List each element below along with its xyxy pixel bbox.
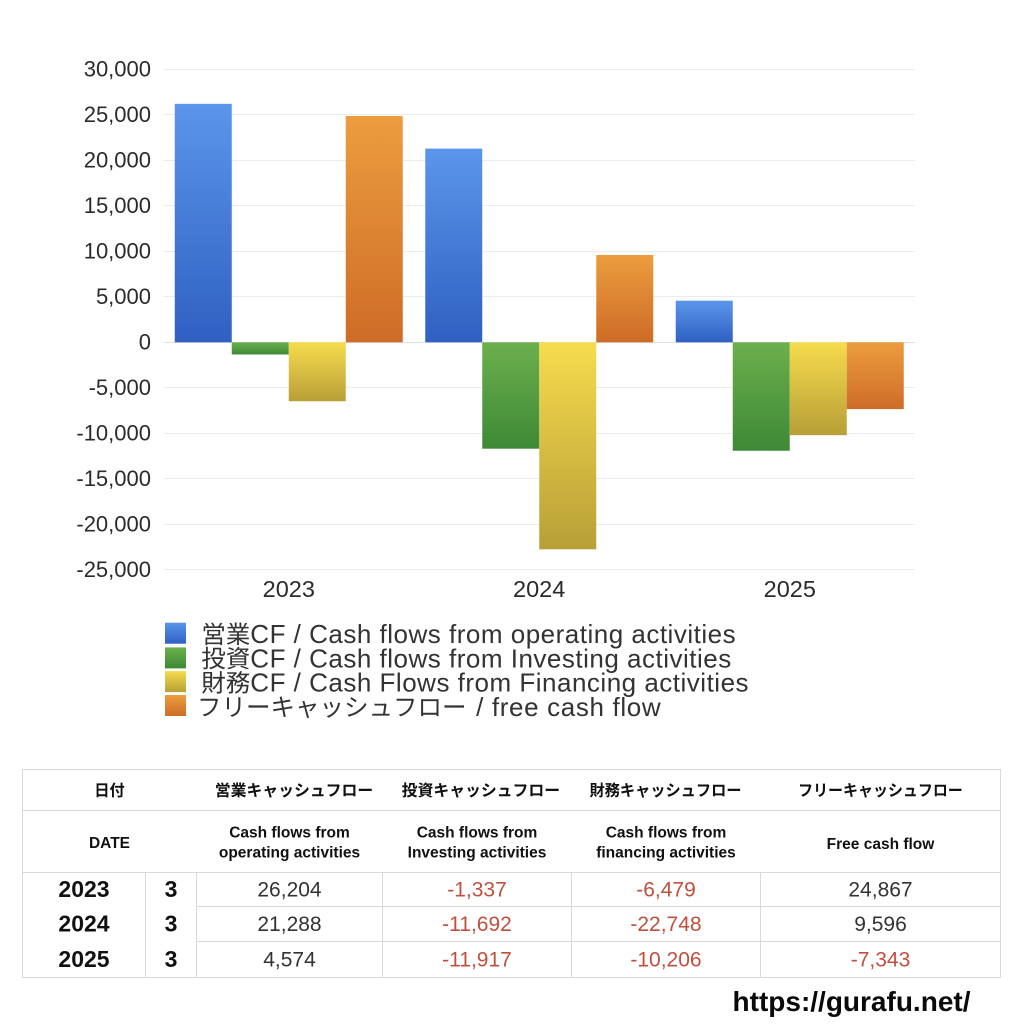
- svg-text:operating activities: operating activities: [219, 845, 360, 862]
- svg-text:-15,000: -15,000: [76, 466, 151, 491]
- svg-text:2023: 2023: [263, 576, 315, 602]
- svg-text:CF / Cash flows from Investing: CF / Cash flows from Investing activitie…: [250, 643, 731, 673]
- svg-text:-11,917: -11,917: [442, 949, 512, 972]
- svg-text:financing activities: financing activities: [596, 845, 736, 862]
- svg-text:2024: 2024: [513, 576, 565, 602]
- svg-text:/ free cash flow: / free cash flow: [476, 692, 661, 722]
- svg-text:Cash flows from: Cash flows from: [417, 825, 538, 842]
- svg-text:CF / Cash Flows from Financing: CF / Cash Flows from Financing activitie…: [250, 668, 749, 698]
- svg-text:25,000: 25,000: [84, 102, 151, 127]
- svg-text:Free cash flow: Free cash flow: [827, 836, 936, 853]
- svg-text:2024: 2024: [58, 911, 109, 937]
- svg-text:3: 3: [165, 876, 178, 902]
- svg-text:2023: 2023: [58, 876, 109, 902]
- svg-text:10,000: 10,000: [84, 238, 151, 263]
- svg-text:https://gurafu.net/: https://gurafu.net/: [733, 986, 971, 1017]
- svg-text:20,000: 20,000: [84, 147, 151, 172]
- svg-text:-1,337: -1,337: [447, 879, 507, 902]
- svg-text:15,000: 15,000: [84, 193, 151, 218]
- svg-text:-6,479: -6,479: [636, 879, 696, 902]
- svg-text:3: 3: [165, 911, 178, 937]
- svg-text:-22,748: -22,748: [630, 913, 701, 936]
- svg-text:Cash flows from: Cash flows from: [229, 825, 350, 842]
- svg-text:5,000: 5,000: [96, 284, 151, 309]
- svg-text:2025: 2025: [764, 576, 816, 602]
- svg-text:3: 3: [165, 946, 178, 972]
- svg-text:-10,206: -10,206: [630, 949, 701, 972]
- svg-text:-25,000: -25,000: [76, 557, 151, 582]
- svg-text:Cash flows from: Cash flows from: [606, 825, 727, 842]
- svg-text:-7,343: -7,343: [851, 949, 911, 972]
- svg-text:24,867: 24,867: [848, 879, 912, 902]
- svg-text:0: 0: [139, 329, 151, 354]
- svg-text:DATE: DATE: [89, 835, 130, 852]
- svg-text:-11,692: -11,692: [442, 913, 512, 936]
- svg-text:-10,000: -10,000: [76, 420, 151, 445]
- svg-text:CF / Cash flows from operating: CF / Cash flows from operating activitie…: [250, 619, 736, 649]
- svg-text:26,204: 26,204: [257, 879, 322, 902]
- svg-text:4,574: 4,574: [263, 949, 316, 972]
- svg-text:-20,000: -20,000: [76, 511, 151, 536]
- svg-text:30,000: 30,000: [84, 56, 151, 81]
- svg-text:21,288: 21,288: [257, 913, 321, 936]
- svg-text:Investing activities: Investing activities: [408, 845, 547, 862]
- svg-text:-5,000: -5,000: [89, 375, 151, 400]
- svg-text:2025: 2025: [58, 946, 109, 972]
- svg-text:9,596: 9,596: [854, 913, 907, 936]
